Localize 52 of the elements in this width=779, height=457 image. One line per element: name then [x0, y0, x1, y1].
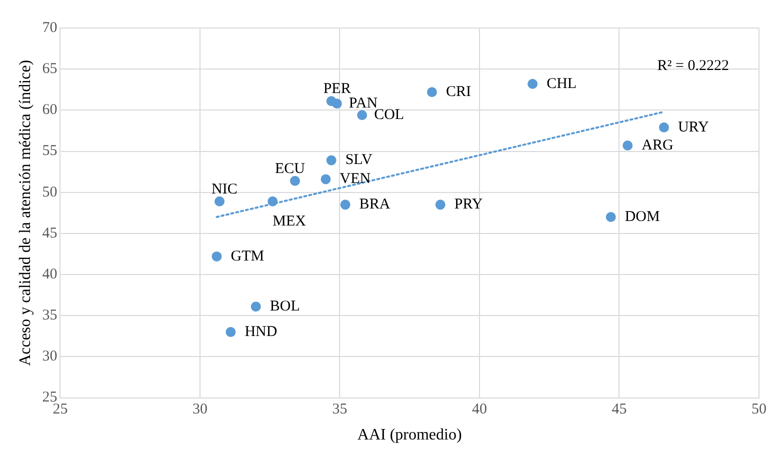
point	[326, 155, 336, 166]
x-tick-label: 25	[52, 402, 68, 418]
x-tick-label: 30	[192, 402, 208, 418]
annotation: BRA	[359, 196, 390, 213]
annotation: CHL	[546, 76, 577, 92]
annotation: GTM	[230, 248, 264, 264]
annotation: ECU	[274, 160, 306, 177]
x-tick-label: 40	[472, 402, 487, 418]
point	[250, 302, 261, 312]
annotation: BOL	[270, 298, 300, 315]
y-axis-title: Acceso y calidad de la atención médica (índice)	[16, 60, 34, 366]
x-axis-title: AAI (promedio)	[357, 426, 462, 444]
point	[320, 174, 331, 184]
annotation: VEN	[340, 171, 371, 188]
y-tick-label: 40	[42, 266, 58, 282]
annotation: R² = 0.2222	[657, 58, 729, 74]
y-tick-label: 50	[42, 184, 58, 200]
x-tick-label: 35	[332, 402, 348, 418]
point	[214, 196, 225, 206]
point	[332, 98, 342, 109]
point	[435, 200, 446, 210]
y-tick-label: 55	[42, 143, 58, 160]
annotation: DOM	[624, 208, 660, 225]
point	[606, 212, 616, 222]
annotation: HND	[244, 324, 278, 340]
y-tick-label: 60	[42, 102, 58, 118]
annotation: SLV	[345, 152, 372, 168]
point	[357, 110, 368, 120]
y-tick-label: 65	[42, 61, 58, 78]
x-tick-label: 45	[612, 402, 627, 418]
point	[528, 78, 538, 89]
point	[226, 327, 236, 338]
annotation: MEX	[272, 213, 306, 230]
annotation: NIC	[212, 181, 238, 198]
annotation: PRY	[454, 196, 483, 213]
y-tick-label: 35	[42, 308, 58, 324]
annotation: COL	[374, 107, 404, 124]
point	[426, 87, 437, 98]
y-tick-label: 45	[42, 225, 58, 242]
point	[622, 140, 633, 151]
point	[212, 251, 222, 262]
annotation: ARG	[642, 137, 674, 154]
annotation: CRI	[446, 84, 471, 100]
y-tick-label: 30	[42, 348, 58, 365]
point	[340, 200, 350, 210]
annotation: URY	[678, 119, 709, 136]
point	[268, 196, 278, 206]
x-tick-label: 50	[752, 402, 766, 418]
annotation: PER	[323, 81, 351, 98]
point	[290, 176, 300, 186]
y-tick-label: 70	[42, 20, 58, 36]
point	[658, 122, 669, 132]
